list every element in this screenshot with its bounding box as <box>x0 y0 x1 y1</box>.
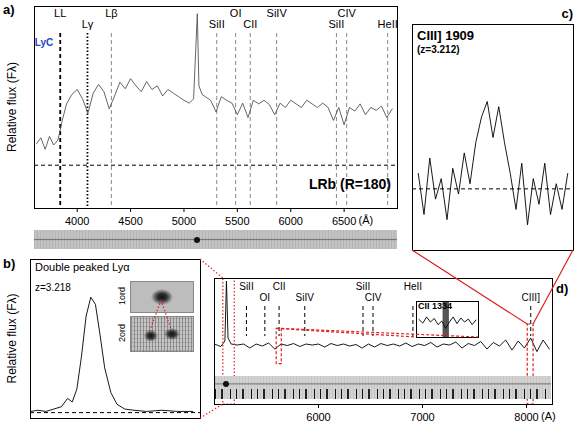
svg-text:HeII: HeII <box>378 18 398 30</box>
svg-text:4000: 4000 <box>65 215 89 227</box>
svg-text:6000: 6000 <box>306 411 330 422</box>
svg-text:6000: 6000 <box>278 215 302 227</box>
svg-text:SiII: SiII <box>209 18 225 30</box>
html-text:CIII] 1909: CIII] 1909 <box>417 28 475 43</box>
svg-text:CIV: CIV <box>365 292 382 303</box>
svg-text:Relative flux (Fλ): Relative flux (Fλ) <box>5 293 19 383</box>
html-text:(A): (A) <box>541 410 556 422</box>
svg-text:5000: 5000 <box>172 215 196 227</box>
svg-text:Lγ: Lγ <box>82 18 94 30</box>
html-text:(z=3.212): (z=3.212) <box>417 44 460 55</box>
html-text:b): b) <box>3 256 16 271</box>
html-text:d): d) <box>556 281 569 296</box>
html-text:(Å): (Å) <box>358 214 374 226</box>
svg-text:SiII: SiII <box>328 18 344 30</box>
svg-text:OI: OI <box>230 7 242 19</box>
svg-text:Lβ: Lβ <box>105 7 117 19</box>
svg-text:OI: OI <box>260 292 271 303</box>
html-text:Double peaked Lyα: Double peaked Lyα <box>35 261 130 273</box>
svg-text:CIV: CIV <box>338 7 357 19</box>
svg-text:SiIV: SiIV <box>267 7 288 19</box>
svg-text:CII: CII <box>243 18 257 30</box>
svg-text:SiII: SiII <box>356 281 370 292</box>
html-text:LyC: LyC <box>34 37 54 48</box>
svg-text:SiIV: SiIV <box>296 292 315 303</box>
svg-text:7000: 7000 <box>410 411 434 422</box>
html-text:c): c) <box>561 6 573 21</box>
svg-text:HeII: HeII <box>404 281 422 292</box>
svg-text:6500: 6500 <box>332 215 356 227</box>
svg-text:4500: 4500 <box>118 215 142 227</box>
html-text:a): a) <box>3 2 15 17</box>
svg-text:8000: 8000 <box>514 411 538 422</box>
svg-text:Relative flux (Fλ): Relative flux (Fλ) <box>5 62 19 152</box>
svg-text:CIII]: CIII] <box>522 292 541 303</box>
html-text:z=3.218: z=3.218 <box>35 282 71 293</box>
svg-text:SiII: SiII <box>239 281 253 292</box>
html-text:LRb (R=180): LRb (R=180) <box>308 175 391 192</box>
html-text:CII 1334: CII 1334 <box>418 301 452 311</box>
svg-text:CII: CII <box>273 281 286 292</box>
svg-text:5500: 5500 <box>225 215 249 227</box>
svg-text:2ord: 2ord <box>117 324 127 342</box>
svg-text:LL: LL <box>54 7 66 19</box>
svg-text:1ord: 1ord <box>117 287 127 305</box>
